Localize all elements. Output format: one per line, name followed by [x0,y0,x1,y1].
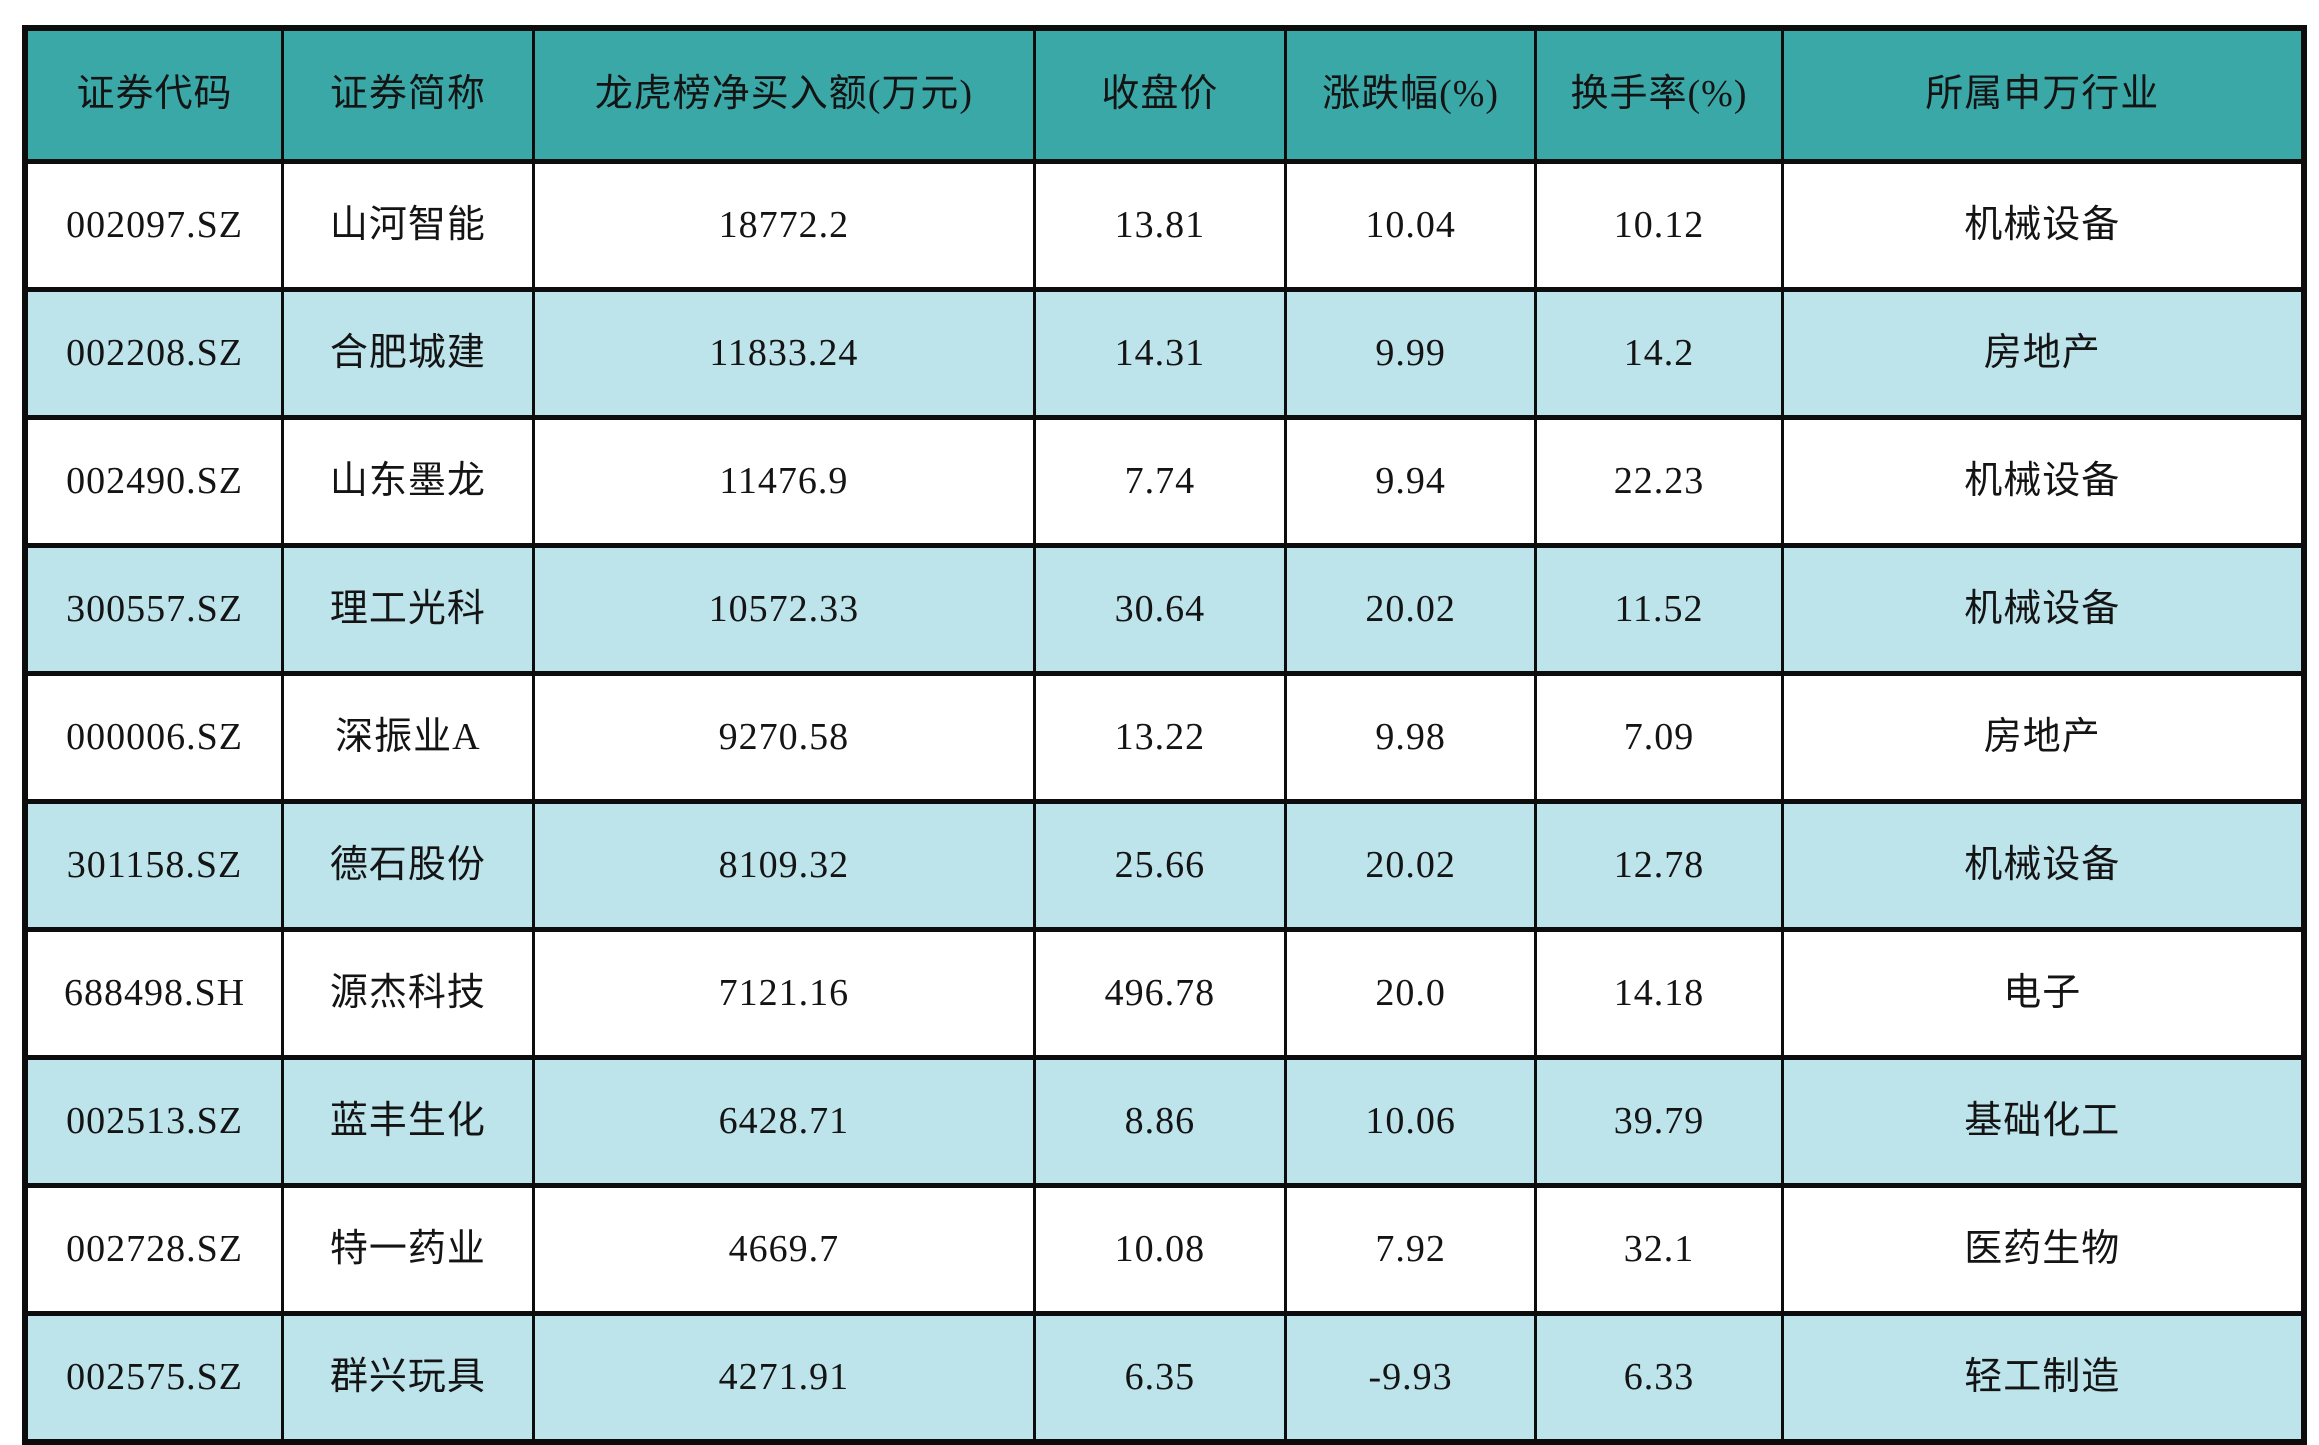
cell-change_pct: 10.06 [1283,1055,1538,1188]
cell-name: 理工光科 [281,543,535,676]
cell-name: 蓝丰生化 [281,1055,535,1188]
cell-sw_industry: 房地产 [1780,671,2306,804]
table-row: 300557.SZ 理工光科 10572.33 30.64 20.02 11.52 机械设备 [23,543,2306,676]
cell-net_buy_wan: 9270.58 [531,671,1037,804]
cell-close_price: 14.31 [1033,287,1287,420]
cell-code: 002513.SZ [23,1055,285,1188]
table-row: 301158.SZ 德石股份 8109.32 25.66 20.02 12.78 机械设备 [23,799,2306,932]
cell-name: 山河智能 [281,159,535,292]
cell-code: 002490.SZ [23,415,285,548]
cell-close_price: 13.81 [1033,159,1287,292]
table-row: 000006.SZ 深振业A 9270.58 13.22 9.98 7.09 房地产 [23,671,2306,804]
cell-net_buy_wan: 7121.16 [531,927,1037,1060]
cell-code: 300557.SZ [23,543,285,676]
cell-name: 合肥城建 [281,287,535,420]
cell-close_price: 6.35 [1033,1311,1287,1445]
cell-name: 山东墨龙 [281,415,535,548]
col-header-name: 证券简称 [281,25,535,164]
table-row: 002490.SZ 山东墨龙 11476.9 7.74 9.94 22.23 机械设备 [23,415,2306,548]
cell-name: 德石股份 [281,799,535,932]
table-row: 002575.SZ 群兴玩具 4271.91 6.35 -9.93 6.33 轻工制造 [23,1311,2306,1445]
cell-sw_industry: 电子 [1780,927,2306,1060]
cell-net_buy_wan: 4669.7 [531,1183,1037,1316]
cell-change_pct: 9.98 [1283,671,1538,804]
cell-name: 群兴玩具 [281,1311,535,1445]
cell-change_pct: 20.02 [1283,799,1538,932]
cell-close_price: 496.78 [1033,927,1287,1060]
cell-sw_industry: 医药生物 [1780,1183,2306,1316]
col-header-turnover_pct: 换手率(%) [1534,25,1784,164]
cell-turnover_pct: 14.2 [1534,287,1784,420]
cell-code: 002208.SZ [23,287,285,420]
cell-sw_industry: 机械设备 [1780,543,2306,676]
table-row: 688498.SH 源杰科技 7121.16 496.78 20.0 14.18 电子 [23,927,2306,1060]
cell-net_buy_wan: 6428.71 [531,1055,1037,1188]
cell-code: 688498.SH [23,927,285,1060]
table-row: 002728.SZ 特一药业 4669.7 10.08 7.92 32.1 医药生物 [23,1183,2306,1316]
cell-code: 002097.SZ [23,159,285,292]
table-row: 002513.SZ 蓝丰生化 6428.71 8.86 10.06 39.79 基础化工 [23,1055,2306,1188]
cell-turnover_pct: 14.18 [1534,927,1784,1060]
cell-net_buy_wan: 18772.2 [531,159,1037,292]
cell-sw_industry: 基础化工 [1780,1055,2306,1188]
cell-turnover_pct: 7.09 [1534,671,1784,804]
table-row: 002208.SZ 合肥城建 11833.24 14.31 9.99 14.2 房地产 [23,287,2306,420]
cell-change_pct: 20.0 [1283,927,1538,1060]
cell-code: 301158.SZ [23,799,285,932]
cell-close_price: 7.74 [1033,415,1287,548]
cell-turnover_pct: 11.52 [1534,543,1784,676]
cell-sw_industry: 机械设备 [1780,799,2306,932]
cell-net_buy_wan: 11833.24 [531,287,1037,420]
header-row: 证券代码 证券简称 龙虎榜净买入额(万元) 收盘价 涨跌幅(%) 换手率(%) 所属申万行业 [23,25,2306,164]
cell-sw_industry: 房地产 [1780,287,2306,420]
cell-turnover_pct: 32.1 [1534,1183,1784,1316]
table-row: 002097.SZ 山河智能 18772.2 13.81 10.04 10.12 机械设备 [23,159,2306,292]
cell-code: 000006.SZ [23,671,285,804]
cell-name: 特一药业 [281,1183,535,1316]
cell-net_buy_wan: 4271.91 [531,1311,1037,1445]
cell-sw_industry: 轻工制造 [1780,1311,2306,1445]
cell-name: 源杰科技 [281,927,535,1060]
cell-net_buy_wan: 11476.9 [531,415,1037,548]
cell-turnover_pct: 10.12 [1534,159,1784,292]
table-body: 002097.SZ 山河智能 18772.2 13.81 10.04 10.12 机械设备 0… [23,159,2306,1445]
cell-sw_industry: 机械设备 [1780,415,2306,548]
cell-net_buy_wan: 8109.32 [531,799,1037,932]
cell-name: 深振业A [281,671,535,804]
col-header-net_buy_wan: 龙虎榜净买入额(万元) [531,25,1037,164]
cell-turnover_pct: 12.78 [1534,799,1784,932]
cell-close_price: 13.22 [1033,671,1287,804]
dragon-tiger-list-table: 证券代码 证券简称 龙虎榜净买入额(万元) 收盘价 涨跌幅(%) 换手率(%) 所属申万行业… [22,25,2307,1445]
cell-turnover_pct: 39.79 [1534,1055,1784,1188]
col-header-close_price: 收盘价 [1033,25,1287,164]
cell-turnover_pct: 6.33 [1534,1311,1784,1445]
cell-close_price: 25.66 [1033,799,1287,932]
cell-change_pct: 20.02 [1283,543,1538,676]
cell-sw_industry: 机械设备 [1780,159,2306,292]
col-header-code: 证券代码 [23,25,285,164]
cell-change_pct: 9.94 [1283,415,1538,548]
cell-code: 002575.SZ [23,1311,285,1445]
cell-close_price: 8.86 [1033,1055,1287,1188]
cell-turnover_pct: 22.23 [1534,415,1784,548]
cell-close_price: 10.08 [1033,1183,1287,1316]
cell-close_price: 30.64 [1033,543,1287,676]
cell-change_pct: 7.92 [1283,1183,1538,1316]
cell-change_pct: 9.99 [1283,287,1538,420]
cell-change_pct: -9.93 [1283,1311,1538,1445]
col-header-change_pct: 涨跌幅(%) [1283,25,1538,164]
cell-code: 002728.SZ [23,1183,285,1316]
cell-net_buy_wan: 10572.33 [531,543,1037,676]
cell-change_pct: 10.04 [1283,159,1538,292]
col-header-sw_industry: 所属申万行业 [1780,25,2306,164]
